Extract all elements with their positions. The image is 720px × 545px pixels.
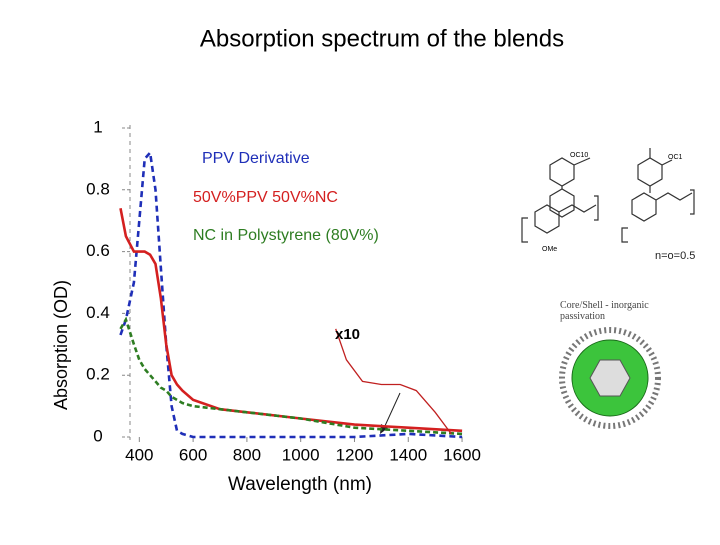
- y-tick-label: 0: [93, 426, 102, 445]
- legend-entry: NC in Polystyrene (80V%): [193, 227, 379, 244]
- arrow: [383, 392, 401, 429]
- y-tick-label: 0.6: [86, 241, 110, 260]
- nanocrystal: [559, 327, 661, 429]
- legend-entry: PPV Derivative: [202, 150, 310, 167]
- y-tick-label: 0.4: [86, 303, 110, 322]
- y-tick-label: 0.2: [86, 365, 110, 384]
- x-tick-label: 1200: [336, 445, 374, 464]
- x-tick-label: 800: [233, 445, 261, 464]
- molecule-structure: [521, 148, 695, 243]
- x-tick-label: 1400: [389, 445, 427, 464]
- side-chain: OC10: [570, 152, 588, 159]
- polymer-note: n=o=0.5: [655, 250, 695, 262]
- series-line: [119, 316, 463, 436]
- side-chain: OMe: [542, 246, 557, 253]
- side-chain: OC1: [668, 154, 683, 161]
- magnified-line: [335, 328, 452, 435]
- title: Absorption spectrum of the blends: [200, 25, 564, 52]
- annotation: x10: [335, 326, 360, 343]
- x-tick-label: 400: [125, 445, 153, 464]
- x-axis-label: Wavelength (nm): [228, 474, 372, 495]
- x-tick-label: 1000: [282, 445, 320, 464]
- y-axis-label: Absorption (OD): [51, 280, 71, 410]
- y-tick-label: 1: [93, 117, 102, 136]
- series-line: [119, 149, 463, 439]
- y-tick-label: 0.8: [86, 179, 110, 198]
- x-tick-label: 600: [179, 445, 207, 464]
- legend-entry: 50V%PPV 50V%NC: [193, 189, 338, 206]
- x-tick-label: 1600: [443, 445, 481, 464]
- nanocrystal-label-box: Core/Shell - inorganic passivation: [560, 300, 649, 322]
- nanocrystal-label: Core/Shell - inorganic passivation: [560, 300, 649, 322]
